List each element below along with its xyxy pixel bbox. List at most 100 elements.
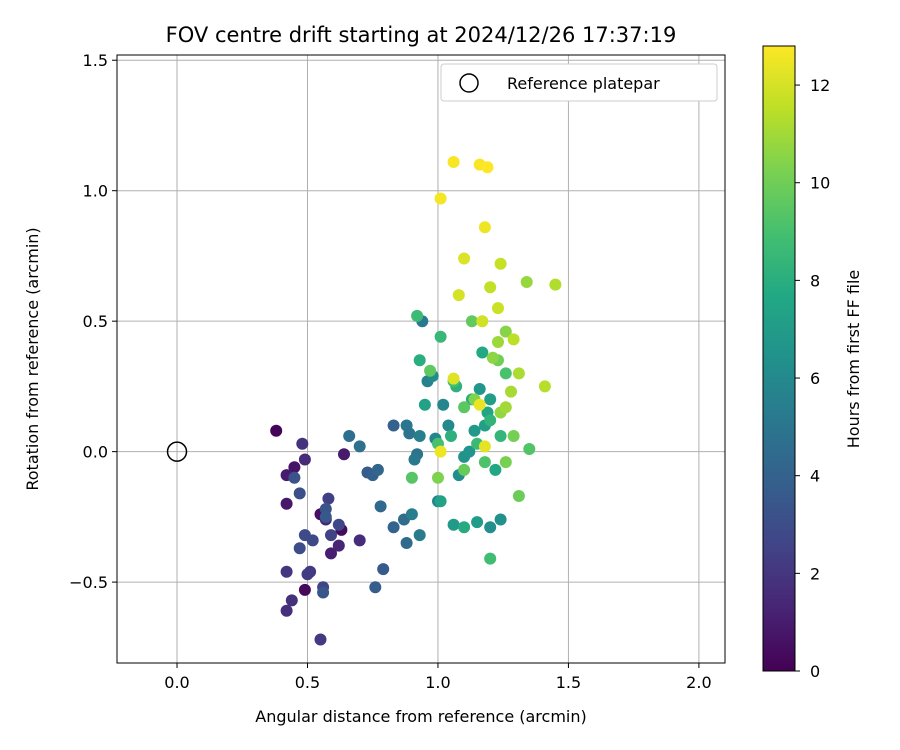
plot-frame: [116, 54, 726, 664]
data-point: [434, 445, 447, 458]
data-point: [458, 463, 471, 476]
data-point: [492, 302, 504, 315]
data-point: [332, 518, 345, 531]
data-point: [293, 542, 306, 555]
x-axis-label: Angular distance from reference (arcmin): [255, 707, 586, 726]
legend-reference-marker: [459, 73, 479, 93]
data-point: [484, 393, 497, 406]
data-point: [353, 534, 366, 547]
grid-lines: [117, 55, 725, 663]
data-point: [445, 430, 457, 442]
data-point: [280, 604, 293, 617]
data-point: [463, 445, 476, 458]
y-tick-label: 0.0: [83, 443, 108, 462]
data-point: [434, 192, 447, 205]
data-point: [512, 490, 525, 502]
data-point: [489, 463, 502, 476]
data-point: [494, 430, 507, 442]
data-point: [442, 419, 455, 432]
colorbar-label: Hours from first FF file: [844, 270, 863, 449]
colorbar-tick-label: 4: [810, 467, 820, 486]
data-point: [293, 487, 306, 500]
data-point: [405, 508, 418, 521]
colorbar-ticks: 0 2 4 6 8 10 12: [795, 76, 830, 681]
data-point: [369, 581, 382, 594]
data-point: [478, 456, 491, 469]
x-axis-ticks: 0.0 0.5 1.0 1.5 2.0: [164, 663, 712, 692]
data-point: [458, 401, 471, 414]
data-point: [549, 278, 562, 291]
colorbar-tick-label: 2: [810, 564, 820, 583]
data-point: [371, 463, 384, 476]
data-point: [458, 252, 471, 265]
data-point: [434, 495, 447, 508]
data-point: [296, 437, 309, 450]
data-point: [484, 552, 497, 565]
data-point: [505, 385, 517, 398]
data-point: [432, 471, 444, 484]
legend-label: Reference platepar: [507, 74, 660, 93]
reference-point: [166, 441, 188, 462]
chart-title: FOV centre drift starting at 2024/12/26 …: [166, 23, 677, 47]
data-point: [484, 281, 497, 294]
data-point: [473, 398, 486, 411]
data-point: [338, 448, 350, 461]
data-point: [298, 453, 311, 466]
data-point: [322, 492, 335, 505]
data-point: [520, 276, 533, 288]
data-point: [413, 354, 426, 367]
data-point: [343, 430, 356, 442]
data-point: [298, 583, 311, 596]
data-point: [400, 537, 413, 549]
data-point: [484, 414, 497, 427]
data-point: [499, 456, 512, 469]
data-point: [499, 367, 512, 380]
data-point: [280, 565, 293, 578]
y-tick-label: 1.0: [83, 182, 108, 201]
data-point: [418, 398, 431, 411]
data-point: [353, 440, 366, 453]
data-point: [413, 430, 426, 442]
colorbar-tick-label: 12: [810, 76, 830, 95]
data-point: [447, 372, 460, 385]
data-point: [499, 401, 512, 414]
y-tick-label: 0.5: [83, 312, 108, 331]
data-point: [523, 443, 536, 455]
y-axis-ticks: −0.5 0.0 0.5 1.0 1.5: [69, 51, 117, 592]
data-point: [270, 424, 283, 437]
reference-marker: [166, 441, 188, 462]
data-point: [424, 364, 437, 377]
data-point: [437, 398, 450, 411]
colorbar-tick-label: 10: [810, 174, 830, 193]
data-point: [408, 453, 421, 466]
data-point: [301, 568, 314, 581]
data-point: [465, 315, 478, 328]
data-point: [481, 161, 494, 174]
data-point: [288, 471, 301, 484]
data-points: [270, 156, 562, 646]
data-point: [400, 419, 413, 432]
colorbar: 0 2 4 6 8 10 12 Hours from first FF file: [762, 45, 863, 681]
data-point: [325, 547, 337, 560]
data-point: [484, 521, 497, 534]
data-point: [471, 516, 484, 529]
data-point: [458, 521, 471, 534]
data-point: [538, 380, 551, 393]
data-point: [494, 513, 507, 526]
data-point: [319, 510, 332, 523]
data-point: [332, 539, 345, 552]
data-point: [476, 346, 489, 359]
colorbar-tick-label: 0: [810, 662, 820, 681]
data-point: [325, 529, 337, 542]
data-point: [494, 257, 507, 270]
data-point: [476, 315, 489, 328]
data-point: [288, 461, 301, 474]
y-tick-label: −0.5: [69, 573, 108, 592]
data-point: [473, 383, 486, 395]
data-point: [478, 440, 491, 453]
data-point: [447, 518, 460, 531]
data-point: [468, 424, 481, 437]
data-point: [486, 351, 499, 364]
data-point: [387, 521, 400, 534]
data-point: [478, 221, 491, 234]
